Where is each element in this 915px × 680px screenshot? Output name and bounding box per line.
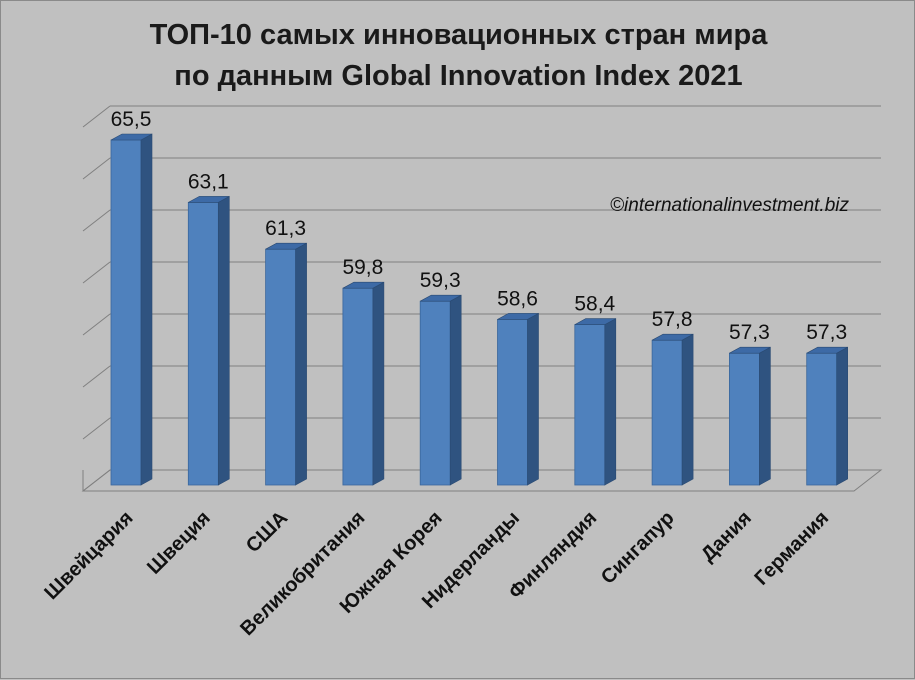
source-annotation: ©internationalinvestment.biz <box>610 195 849 216</box>
category-label: Германия <box>750 507 833 590</box>
gridline-depth <box>82 417 111 440</box>
bar <box>265 242 307 486</box>
category-label: Швейцария <box>40 507 137 604</box>
bars <box>110 133 849 486</box>
category-label: США <box>242 507 292 557</box>
bar-side <box>372 281 385 486</box>
value-label: 57,8 <box>652 308 693 331</box>
bar-top <box>806 346 848 354</box>
bar <box>651 333 694 486</box>
bar <box>419 294 462 486</box>
category-label: Швеция <box>143 507 215 579</box>
chart-title-line-1: ТОП-10 самых инновационных стран мира <box>149 19 768 51</box>
bar-top <box>110 133 153 141</box>
bar-side <box>449 294 462 486</box>
bar-top <box>420 294 462 302</box>
bar <box>729 346 771 486</box>
gridline-depth <box>82 209 111 232</box>
gridline-depth <box>82 365 111 388</box>
bar-front <box>497 318 528 486</box>
value-label: 59,3 <box>420 269 461 292</box>
bar-side <box>604 318 617 486</box>
bar-side <box>140 133 153 486</box>
value-labels: 65,5 63,1 61,3 59,8 59,3 58,6 58,4 57,8 57,3 57,3 <box>111 108 848 344</box>
bar-front <box>265 248 297 486</box>
value-label: 59,8 <box>342 256 383 279</box>
value-label: 65,5 <box>111 108 152 131</box>
value-label: 57,3 <box>806 321 847 344</box>
gridline-depth <box>82 105 111 128</box>
value-label: 57,3 <box>729 321 770 344</box>
bar-side <box>218 195 230 486</box>
bar <box>806 346 849 486</box>
bar-side <box>527 312 539 486</box>
bar-top <box>342 281 385 289</box>
gridline-depth <box>82 261 111 284</box>
bar-top <box>497 313 539 320</box>
bar-top <box>729 346 771 354</box>
bar-front <box>574 324 606 486</box>
bar <box>574 318 617 486</box>
bar-front <box>419 300 451 486</box>
value-label: 63,1 <box>188 170 229 193</box>
bar <box>187 195 230 486</box>
bar-top <box>651 333 694 341</box>
value-label: 58,4 <box>574 293 615 316</box>
bar <box>110 133 153 486</box>
bar-side <box>836 346 849 486</box>
chart-title: ТОП-10 самых инновационных стран мира по… <box>1 15 915 97</box>
gridline-depth <box>82 157 111 180</box>
plot-floor <box>81 469 883 492</box>
bar-front <box>729 352 760 486</box>
bar-top <box>265 242 307 250</box>
bar-front <box>187 201 219 486</box>
bar-side <box>681 333 694 486</box>
category-label: Дания <box>697 507 756 566</box>
bar-top <box>188 196 230 203</box>
bar <box>497 312 539 486</box>
bar-front <box>110 139 142 486</box>
chart-title-line-2: по данным Global Innovation Index 2021 <box>174 60 743 92</box>
bar-side <box>295 242 307 486</box>
bar-front <box>651 339 683 486</box>
bar-side <box>759 346 771 486</box>
gridlines <box>81 105 883 492</box>
bar-top <box>574 318 616 325</box>
bar <box>342 281 385 486</box>
category-label: Сингапур <box>597 507 679 589</box>
value-label: 61,3 <box>265 217 306 240</box>
bar-front <box>342 287 374 486</box>
bar-front <box>806 352 838 486</box>
gridline-depth <box>82 313 111 336</box>
value-label: 58,6 <box>497 287 538 310</box>
